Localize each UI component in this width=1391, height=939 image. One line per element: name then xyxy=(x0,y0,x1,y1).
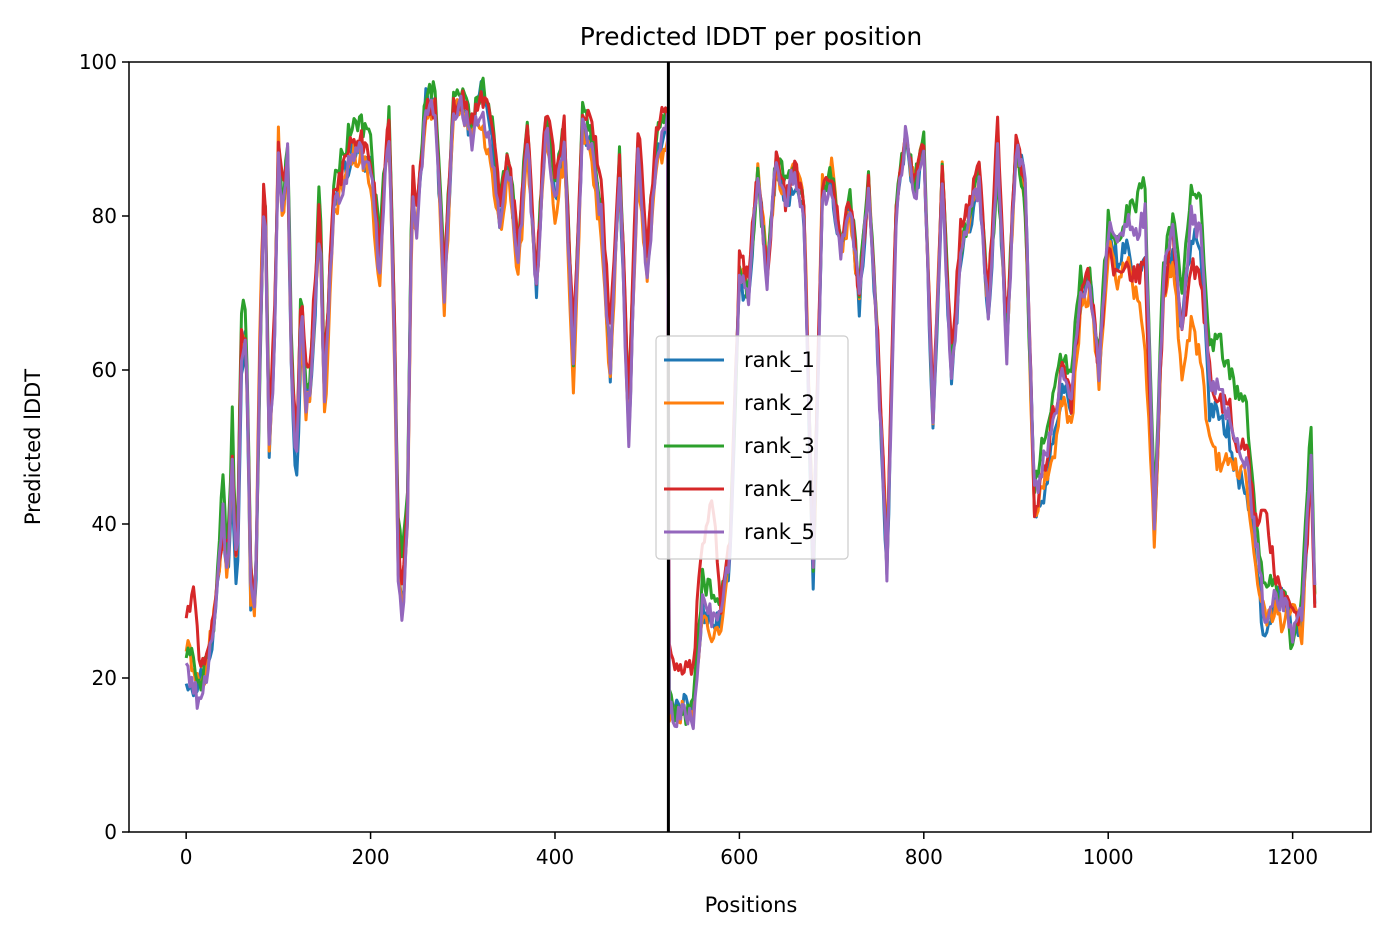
legend-label-rank-4: rank_4 xyxy=(744,477,815,502)
x-tick-label: 400 xyxy=(536,845,574,869)
y-tick-label: 20 xyxy=(92,666,117,690)
legend-label-rank-5: rank_5 xyxy=(744,520,815,545)
series-line-rank-5 xyxy=(184,94,1317,731)
series-layer xyxy=(184,76,1317,731)
y-tick-label: 60 xyxy=(92,358,117,382)
y-axis: 0 20 40 60 80 100 xyxy=(79,50,129,844)
plot-frame xyxy=(128,61,1372,833)
x-axis: 0 200 400 600 800 1000 1200 xyxy=(180,832,1318,869)
x-axis-label: Positions xyxy=(705,893,798,917)
legend-box xyxy=(655,335,849,560)
legend: rank_1 rank_2 rank_3 rank_4 rank_5 xyxy=(655,335,849,560)
x-tick-label: 1000 xyxy=(1083,845,1134,869)
x-tick-label: 0 xyxy=(180,845,193,869)
legend-label-rank-3: rank_3 xyxy=(744,434,815,459)
x-tick-label: 800 xyxy=(905,845,943,869)
x-tick-label: 1200 xyxy=(1267,845,1318,869)
chart-title: Predicted lDDT per position xyxy=(580,22,922,51)
y-axis-label: Predicted lDDT xyxy=(21,369,45,525)
y-tick-label: 100 xyxy=(79,50,117,74)
x-tick-label: 600 xyxy=(720,845,758,869)
y-tick-label: 40 xyxy=(92,512,117,536)
x-tick-label: 200 xyxy=(351,845,389,869)
plot-area xyxy=(128,61,1372,833)
legend-label-rank-1: rank_1 xyxy=(744,348,815,373)
y-tick-label: 80 xyxy=(92,204,117,228)
y-tick-label: 0 xyxy=(104,820,117,844)
legend-label-rank-2: rank_2 xyxy=(744,391,815,416)
